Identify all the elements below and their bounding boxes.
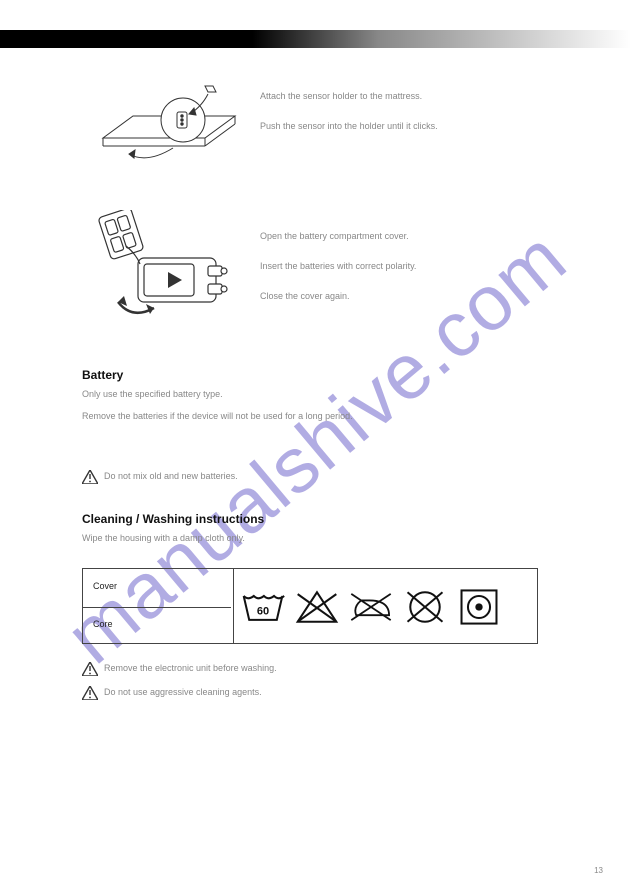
- tumble-dry-icon: [456, 586, 502, 628]
- fig2-text-c: Close the cover again.: [260, 290, 560, 302]
- table-hline: [83, 607, 231, 608]
- fig1-text-a: Attach the sensor holder to the mattress…: [260, 90, 560, 102]
- fig2-text-a: Open the battery compartment cover.: [260, 230, 560, 242]
- gradient-top-bar: [0, 30, 631, 48]
- no-dryclean-icon: [402, 586, 448, 628]
- fig2-text-b: Insert the batteries with correct polari…: [260, 260, 560, 272]
- battery-text-2: Remove the batteries if the device will …: [82, 410, 542, 422]
- warn-text-3: Do not use aggressive cleaning agents.: [104, 686, 544, 698]
- page-number: 13: [594, 866, 603, 875]
- no-bleach-icon: [294, 586, 340, 628]
- no-iron-icon: [348, 586, 394, 628]
- figure-mattress: [95, 68, 245, 178]
- figure-battery: [80, 210, 240, 350]
- table-row2-label: Core: [93, 619, 113, 629]
- clean-text-1: Wipe the housing with a damp cloth only.: [82, 532, 542, 544]
- page-footer: 13: [28, 866, 603, 875]
- table-vline: [233, 569, 234, 643]
- warning-icon: [82, 662, 98, 676]
- heading-battery: Battery: [82, 368, 123, 382]
- table-row1-label: Cover: [93, 581, 117, 591]
- wash-icon: 60: [240, 586, 286, 628]
- care-icons-row: 60: [240, 586, 502, 628]
- warn-text-1: Do not mix old and new batteries.: [104, 470, 544, 482]
- warning-icon: [82, 686, 98, 700]
- warn-text-2: Remove the electronic unit before washin…: [104, 662, 544, 674]
- battery-text-1: Only use the specified battery type.: [82, 388, 542, 400]
- heading-cleaning: Cleaning / Washing instructions: [82, 512, 264, 526]
- warning-icon: [82, 470, 98, 484]
- wash-temp-text: 60: [257, 605, 269, 617]
- fig1-text-b: Push the sensor into the holder until it…: [260, 120, 560, 132]
